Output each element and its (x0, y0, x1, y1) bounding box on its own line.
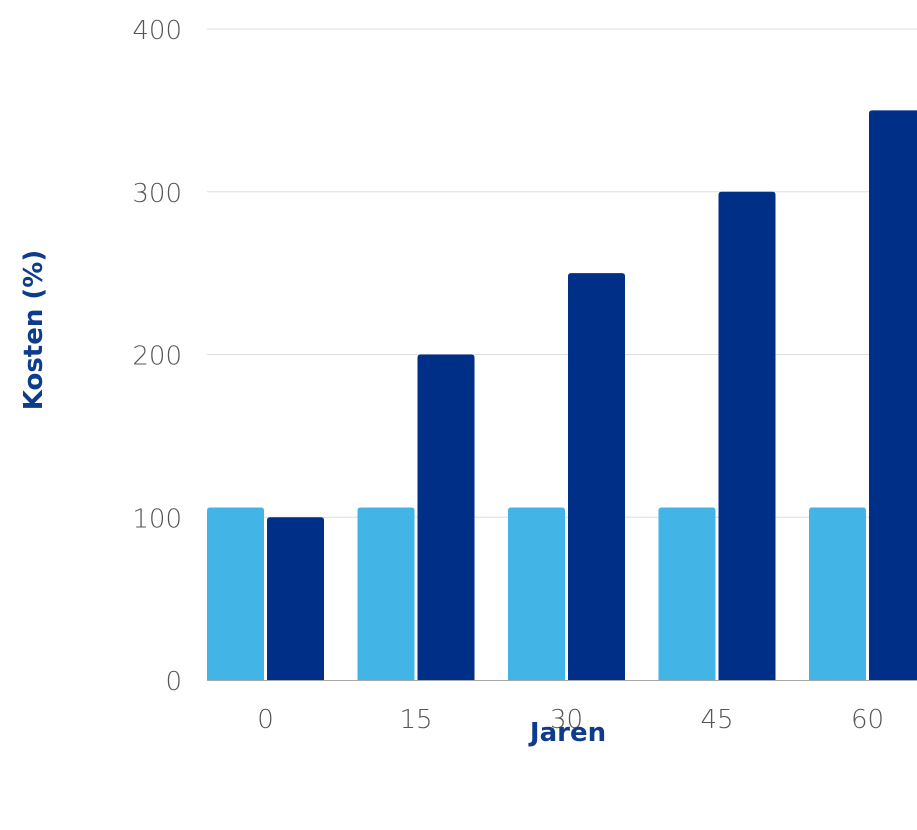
x-tick-label: 45 (700, 705, 733, 735)
x-axis-title: Jaren (528, 718, 606, 748)
bar-series-1-15[interactable] (357, 507, 415, 680)
x-tick-label: 15 (399, 705, 432, 735)
x-tick-label: 60 (851, 705, 884, 735)
bar-series-1-0[interactable] (207, 507, 264, 680)
bar-series-2-30[interactable] (568, 273, 625, 680)
y-tick-label: 200 (132, 342, 182, 372)
bar-series-2-45[interactable] (718, 191, 776, 680)
bar-series-2-60[interactable] (869, 110, 917, 680)
gridlines (207, 28, 917, 518)
y-axis-title: Kosten (%) (19, 250, 49, 410)
x-axis-ticks: 0 15 30 45 60 (257, 705, 884, 735)
bar-series-1-60[interactable] (809, 507, 866, 680)
bars (207, 110, 917, 681)
bar-series-2-0[interactable] (267, 517, 324, 680)
x-tick-label: 0 (257, 705, 274, 735)
bar-series-1-30[interactable] (508, 507, 565, 680)
y-axis-ticks: 0 100 200 300 400 (132, 16, 182, 697)
y-tick-label: 100 (132, 504, 182, 534)
y-tick-label: 400 (132, 16, 182, 46)
bar-series-1-45[interactable] (658, 507, 716, 680)
x-tick-label: 30 (550, 705, 583, 735)
y-tick-label: 0 (165, 667, 182, 697)
bar-series-2-15[interactable] (417, 354, 475, 681)
y-tick-label: 300 (132, 179, 182, 209)
